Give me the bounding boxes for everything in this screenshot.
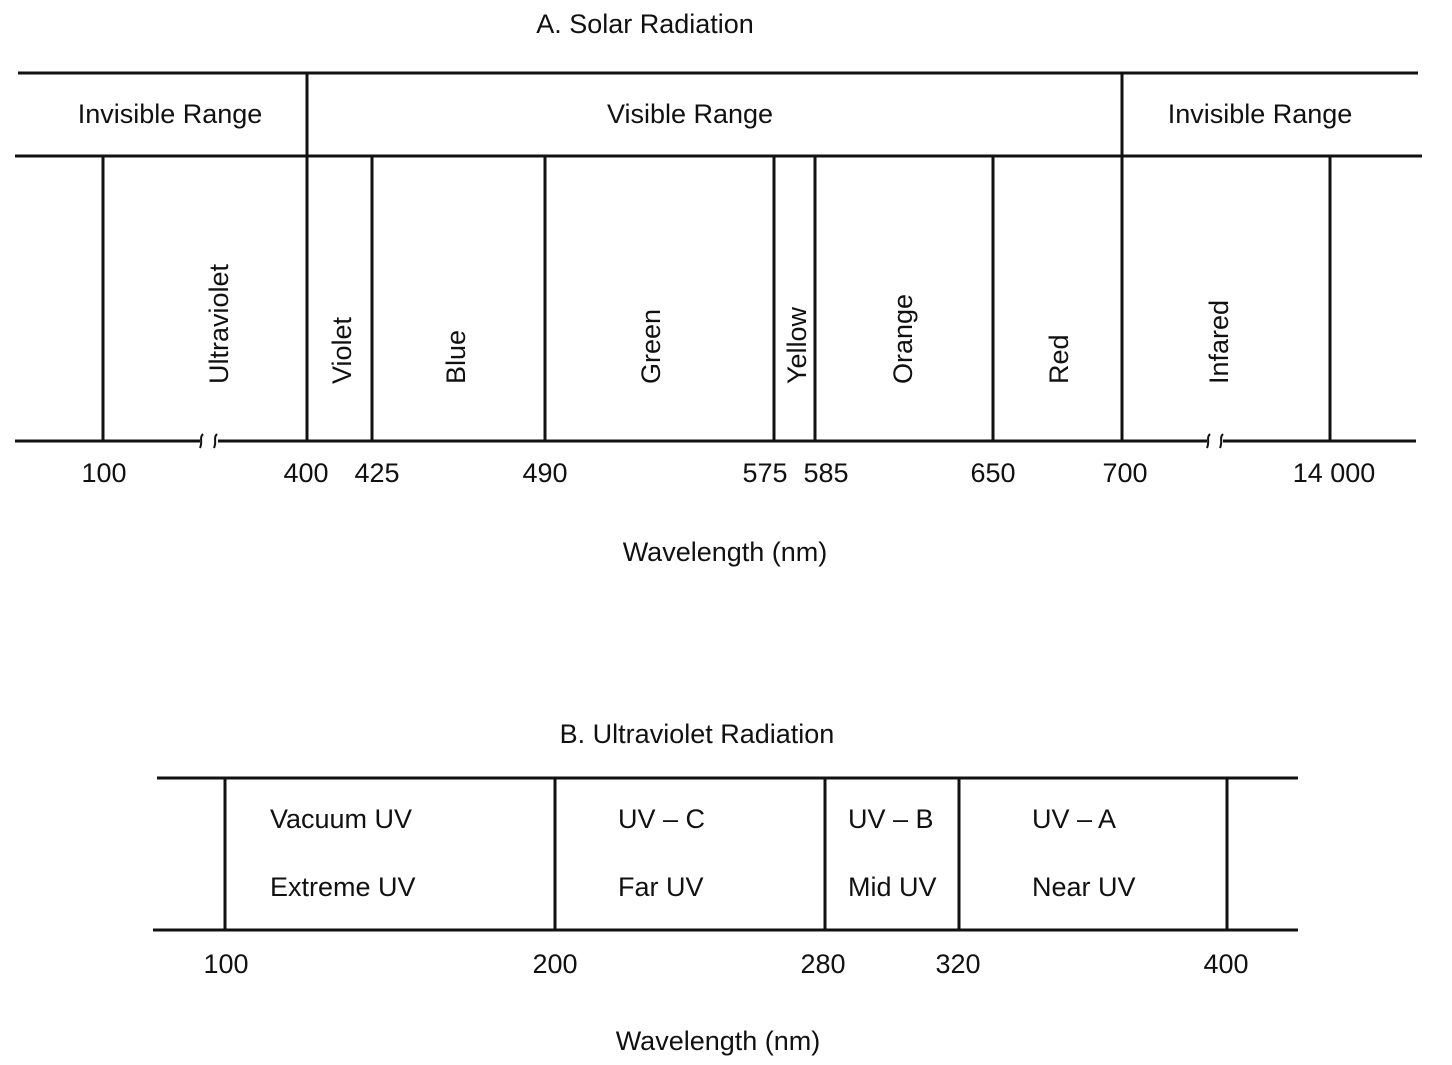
panel-a-axis-break-right xyxy=(1206,433,1224,449)
tick-label-425: 425 xyxy=(354,458,399,488)
uv-cell-vacuum-line2: Extreme UV xyxy=(270,872,416,902)
tick-label-400: 400 xyxy=(283,458,328,488)
band-label-infared: Infared xyxy=(1204,300,1234,384)
uv-tick-label-280: 280 xyxy=(800,949,845,979)
uv-tick-label-320: 320 xyxy=(935,949,980,979)
uv-cell-a-line2: Near UV xyxy=(1032,872,1136,902)
range-label-invisible-right: Invisible Range xyxy=(1168,99,1353,129)
uv-cell-a-line1: UV – A xyxy=(1032,804,1116,834)
range-label-invisible-left: Invisible Range xyxy=(78,99,263,129)
uv-tick-label-400: 400 xyxy=(1203,949,1248,979)
range-label-visible: Visible Range xyxy=(607,99,773,129)
uv-cell-c-line2: Far UV xyxy=(618,872,704,902)
panel-a-title: A. Solar Radiation xyxy=(536,9,754,39)
tick-label-100: 100 xyxy=(81,458,126,488)
panel-b-title: B. Ultraviolet Radiation xyxy=(560,719,835,749)
tick-label-650: 650 xyxy=(970,458,1015,488)
uv-cell-b-line2: Mid UV xyxy=(848,872,937,902)
uv-cell-c-line1: UV – C xyxy=(618,804,705,834)
band-label-violet: Violet xyxy=(327,316,357,384)
panel-a-axis-break-left xyxy=(199,433,218,449)
panel-b-axis-label: Wavelength (nm) xyxy=(616,1026,821,1056)
band-label-yellow: Yellow xyxy=(782,306,812,384)
uv-cell-vacuum-line1: Vacuum UV xyxy=(270,804,412,834)
band-label-green: Green xyxy=(636,309,666,384)
band-label-orange: Orange xyxy=(888,294,918,384)
tick-label-700: 700 xyxy=(1102,458,1147,488)
tick-label-585: 585 xyxy=(803,458,848,488)
tick-label-490: 490 xyxy=(522,458,567,488)
band-label-ultraviolet: Ultraviolet xyxy=(204,263,234,384)
uv-tick-label-200: 200 xyxy=(532,949,577,979)
band-label-blue: Blue xyxy=(441,330,471,384)
uv-cell-b-line1: UV – B xyxy=(848,804,934,834)
band-label-red: Red xyxy=(1044,334,1074,384)
panel-a-axis-label: Wavelength (nm) xyxy=(623,537,828,567)
tick-label-575: 575 xyxy=(742,458,787,488)
tick-label-14000: 14 000 xyxy=(1293,458,1376,488)
uv-tick-label-100: 100 xyxy=(203,949,248,979)
